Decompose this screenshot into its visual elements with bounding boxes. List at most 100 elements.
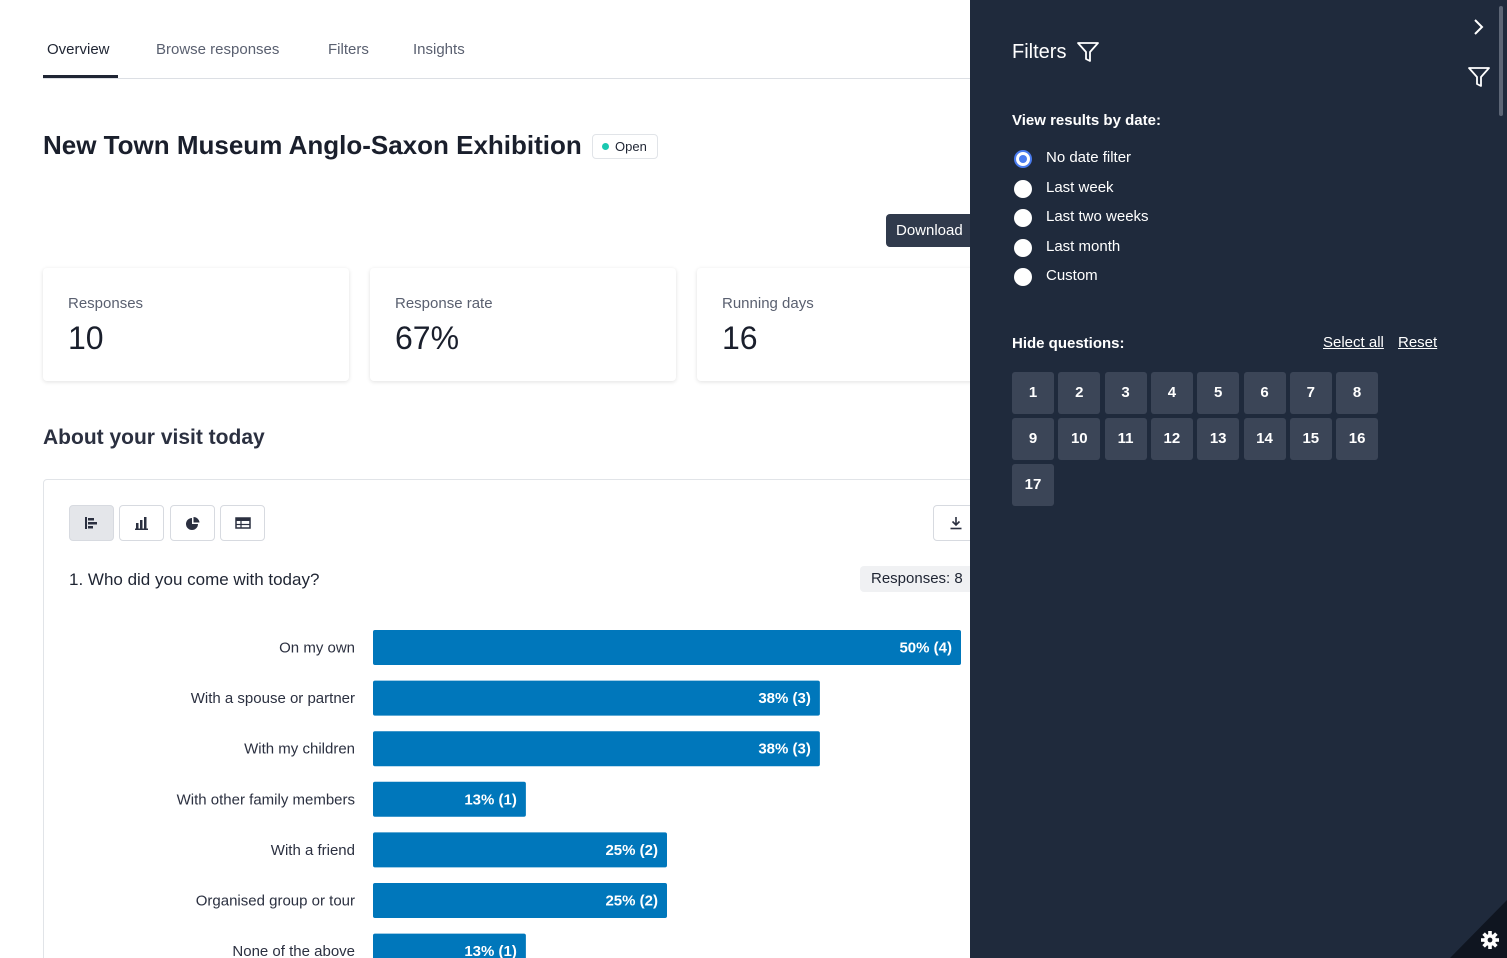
radio-unchecked-icon[interactable]	[1014, 209, 1032, 227]
filter-icon	[1077, 42, 1099, 62]
radio-unchecked-icon[interactable]	[1014, 180, 1032, 198]
bar-value-label: 13% (1)	[464, 791, 517, 808]
download-button[interactable]: Download	[886, 214, 970, 247]
bar-value-label: 25% (2)	[605, 893, 658, 910]
stat-card-responses: Responses 10	[43, 268, 349, 381]
bar[interactable]	[373, 832, 667, 868]
bar-row: Organised group or tour 25% (2)	[196, 883, 667, 918]
hide-question-chip-6[interactable]: 6	[1243, 372, 1286, 414]
hide-question-chip-5[interactable]: 5	[1197, 372, 1240, 414]
stat-value: 16	[722, 320, 758, 356]
radio-unchecked-icon[interactable]	[1014, 239, 1032, 257]
stat-label: Response rate	[395, 295, 493, 312]
hide-question-chip-2[interactable]: 2	[1058, 372, 1101, 414]
hide-question-chip-1[interactable]: 1	[1012, 372, 1054, 414]
hide-question-chip-10[interactable]: 10	[1058, 418, 1101, 460]
radio-label: No date filter	[1046, 149, 1132, 166]
stat-value: 10	[68, 320, 104, 356]
radio-label: Last week	[1046, 179, 1114, 196]
chart-view-vertical-bar-button[interactable]	[119, 505, 164, 541]
chart-view-pie-button[interactable]	[170, 505, 215, 541]
hide-question-chip-12[interactable]: 12	[1150, 418, 1193, 460]
question-title: 1. Who did you come with today?	[69, 570, 320, 589]
status-dot-icon	[602, 143, 609, 150]
stat-card-running-days: Running days 16	[697, 268, 970, 381]
horizontal-bar-chart-icon	[85, 517, 97, 529]
hide-question-chip-14[interactable]: 14	[1243, 418, 1286, 460]
bar-value-label: 50% (4)	[899, 640, 952, 657]
hide-question-chip-9[interactable]: 9	[1012, 418, 1054, 460]
stat-value: 67%	[395, 320, 460, 356]
hide-question-chip-17[interactable]: 17	[1012, 464, 1054, 506]
select-all-link[interactable]: Select all	[1323, 334, 1384, 351]
bar[interactable]	[373, 781, 526, 817]
radio-label: Last two weeks	[1046, 208, 1149, 225]
category-label: With my children	[244, 741, 355, 758]
bar-row: None of the above 13% (1)	[232, 933, 526, 958]
category-label: With a spouse or partner	[191, 690, 355, 707]
filter-toggle-icon[interactable]	[1467, 65, 1491, 89]
question-card: 1. Who did you come with today? Response…	[43, 479, 970, 958]
bar-value-label: 13% (1)	[464, 943, 517, 958]
pie-chart-icon	[186, 516, 200, 530]
category-label: With other family members	[177, 791, 355, 808]
active-tab-indicator	[43, 75, 118, 78]
status-badge-label: Open	[615, 139, 647, 154]
radio-unchecked-icon[interactable]	[1014, 268, 1032, 286]
status-badge: Open	[592, 134, 658, 159]
panel-scrollbar[interactable]	[1499, 6, 1503, 116]
bar-row: With a friend 25% (2)	[271, 832, 667, 868]
hide-question-chip-16[interactable]: 16	[1336, 418, 1379, 460]
hide-question-chip-13[interactable]: 13	[1197, 418, 1240, 460]
chart-view-table-button[interactable]	[220, 505, 265, 541]
date-filter-label: View results by date:	[1012, 112, 1161, 129]
tab-overview[interactable]: Overview	[47, 41, 110, 58]
hide-question-chip-4[interactable]: 4	[1150, 372, 1193, 414]
hide-question-chip-3[interactable]: 3	[1104, 372, 1147, 414]
table-icon	[235, 517, 251, 529]
chart-download-button[interactable]	[933, 505, 970, 541]
main-content: Overview Browse responses Filters Insigh…	[43, 0, 970, 958]
bar[interactable]	[373, 680, 820, 716]
stat-label: Running days	[722, 295, 814, 312]
tab-bar: Overview Browse responses Filters Insigh…	[43, 0, 970, 79]
hide-question-chip-7[interactable]: 7	[1289, 372, 1332, 414]
category-label: None of the above	[232, 943, 355, 958]
bar[interactable]	[373, 933, 526, 958]
tab-browse-responses[interactable]: Browse responses	[156, 41, 280, 58]
radio-checked-icon[interactable]	[1014, 150, 1032, 168]
vertical-bar-chart-icon	[135, 517, 148, 530]
panel-title: Filters	[1012, 41, 1067, 63]
hide-question-chip-15[interactable]: 15	[1289, 418, 1332, 460]
category-label: On my own	[279, 640, 355, 657]
collapse-panel-chevron-icon[interactable]	[1467, 16, 1489, 38]
radio-label: Custom	[1046, 267, 1098, 284]
download-icon	[950, 517, 962, 530]
stat-label: Responses	[68, 295, 144, 312]
tab-insights[interactable]: Insights	[413, 41, 465, 58]
bar[interactable]	[373, 883, 667, 918]
page-title: New Town Museum Anglo-Saxon Exhibition	[43, 130, 582, 160]
hide-question-chip-8[interactable]: 8	[1336, 372, 1379, 414]
bar-chart: On my own 50% (4) With a spouse or partner…	[177, 630, 961, 958]
bar[interactable]	[373, 731, 820, 767]
bar-value-label: 38% (3)	[758, 741, 811, 758]
category-label: With a friend	[271, 842, 355, 859]
tab-filters[interactable]: Filters	[328, 41, 369, 58]
stat-card-response-rate: Response rate 67%	[370, 268, 676, 381]
hide-questions-label: Hide questions:	[1012, 335, 1125, 352]
chart-view-horizontal-bar-button[interactable]	[69, 505, 114, 541]
settings-corner[interactable]	[1450, 900, 1507, 958]
hide-question-chip-11[interactable]: 11	[1104, 418, 1147, 460]
gear-icon	[1481, 931, 1499, 949]
radio-label: Last month	[1046, 238, 1121, 255]
bar-value-label: 38% (3)	[758, 690, 811, 707]
reset-link[interactable]: Reset	[1398, 334, 1438, 351]
category-label: Organised group or tour	[196, 893, 355, 910]
filters-panel: Filters View results by date: No date fi…	[970, 0, 1507, 958]
section-title: About your visit today	[43, 426, 265, 449]
bar-row: With other family members 13% (1)	[177, 781, 526, 817]
bar[interactable]	[373, 630, 961, 665]
bar-row: On my own 50% (4)	[279, 630, 961, 665]
